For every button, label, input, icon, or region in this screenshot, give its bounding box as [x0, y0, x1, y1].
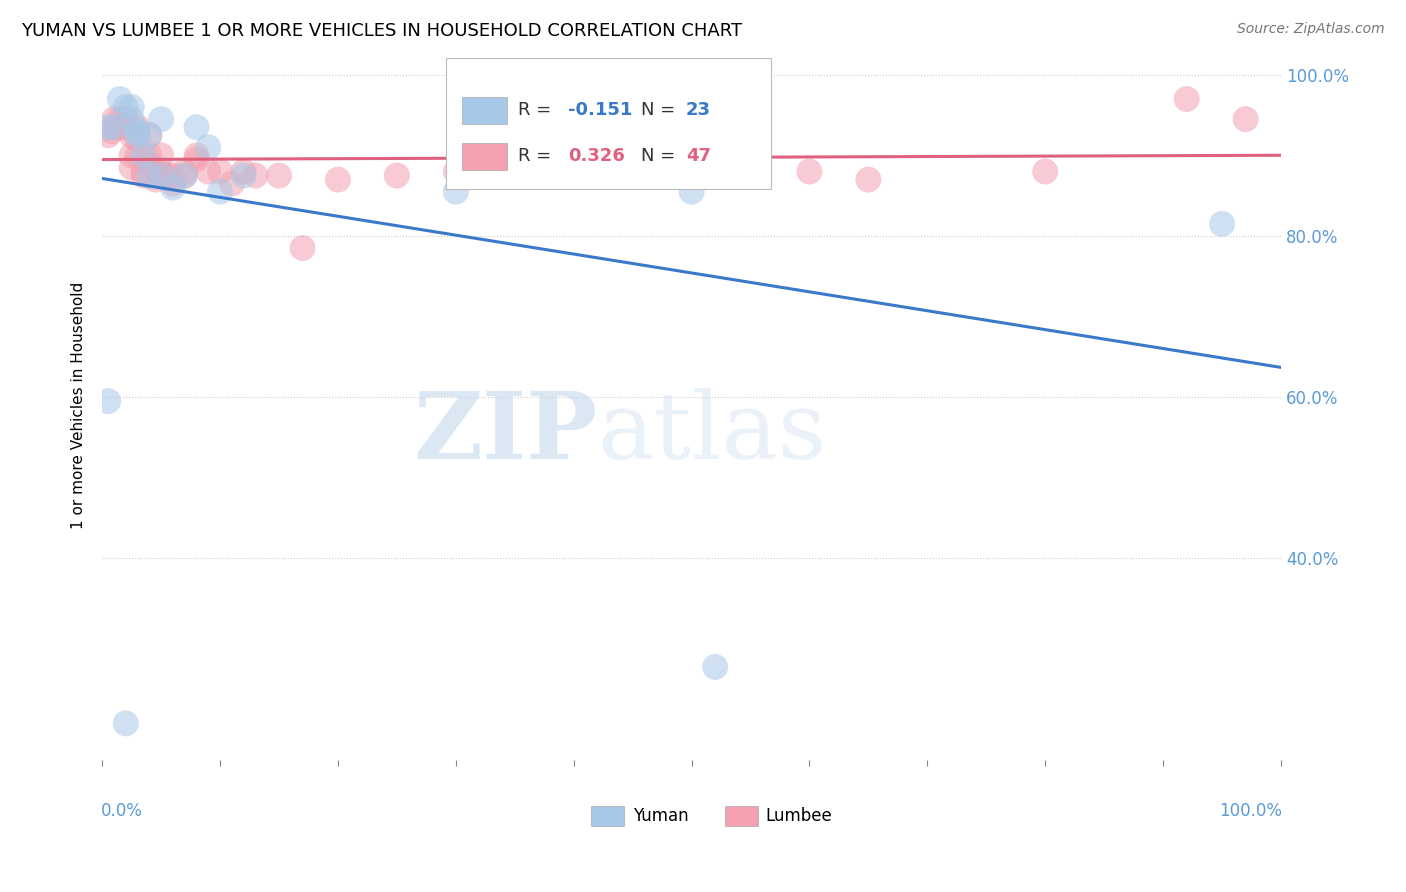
FancyBboxPatch shape	[724, 805, 758, 825]
Point	[132, 169, 155, 183]
Text: 23: 23	[686, 101, 710, 120]
Point	[162, 169, 184, 183]
Text: -0.151: -0.151	[568, 101, 633, 120]
Point	[138, 169, 160, 183]
Text: atlas: atlas	[598, 389, 827, 478]
Point	[97, 394, 120, 409]
Point	[97, 120, 120, 135]
Point	[132, 148, 155, 162]
Text: R =: R =	[519, 147, 557, 165]
Point	[138, 156, 160, 170]
Point	[138, 128, 160, 143]
Point	[108, 120, 131, 135]
Point	[127, 124, 149, 138]
Point	[108, 112, 131, 127]
Point	[156, 169, 179, 183]
Text: R =: R =	[519, 101, 557, 120]
Point	[121, 161, 143, 175]
Point	[385, 169, 408, 183]
Y-axis label: 1 or more Vehicles in Household: 1 or more Vehicles in Household	[72, 282, 86, 529]
Point	[127, 132, 149, 146]
Point	[143, 172, 166, 186]
Point	[114, 716, 136, 731]
Point	[858, 172, 880, 186]
Point	[704, 660, 727, 674]
Text: ZIP: ZIP	[413, 389, 598, 478]
Point	[173, 169, 195, 183]
Point	[197, 164, 219, 178]
Point	[114, 100, 136, 114]
Point	[103, 120, 125, 135]
Point	[162, 177, 184, 191]
Point	[173, 164, 195, 178]
Point	[150, 112, 173, 127]
Point	[799, 164, 821, 178]
Point	[326, 172, 349, 186]
Point	[114, 120, 136, 135]
Text: Yuman: Yuman	[633, 806, 689, 824]
Point	[127, 148, 149, 162]
Point	[121, 148, 143, 162]
Point	[127, 128, 149, 143]
Text: N =: N =	[641, 101, 681, 120]
FancyBboxPatch shape	[461, 96, 506, 124]
Point	[121, 100, 143, 114]
Point	[150, 164, 173, 178]
Point	[209, 185, 232, 199]
Point	[1234, 112, 1257, 127]
Point	[221, 177, 243, 191]
Point	[245, 169, 267, 183]
Point	[444, 164, 467, 178]
Point	[197, 140, 219, 154]
Point	[127, 124, 149, 138]
Point	[186, 148, 208, 162]
Point	[267, 169, 290, 183]
Point	[1175, 92, 1198, 106]
Text: Lumbee: Lumbee	[766, 806, 832, 824]
Point	[150, 169, 173, 183]
Point	[1211, 217, 1233, 231]
Text: 0.0%: 0.0%	[101, 802, 143, 820]
FancyBboxPatch shape	[461, 143, 506, 169]
Text: 0.326: 0.326	[568, 147, 624, 165]
Point	[103, 112, 125, 127]
Point	[100, 124, 122, 138]
Point	[186, 120, 208, 135]
Point	[444, 185, 467, 199]
Text: 47: 47	[686, 147, 710, 165]
Point	[1033, 164, 1056, 178]
Point	[150, 148, 173, 162]
Point	[121, 128, 143, 143]
Point	[138, 148, 160, 162]
Point	[114, 112, 136, 127]
Point	[186, 153, 208, 167]
Text: N =: N =	[641, 147, 681, 165]
Point	[232, 164, 254, 178]
Point	[209, 164, 232, 178]
Point	[173, 169, 195, 183]
FancyBboxPatch shape	[447, 58, 770, 189]
FancyBboxPatch shape	[592, 805, 624, 825]
Text: Source: ZipAtlas.com: Source: ZipAtlas.com	[1237, 22, 1385, 37]
Point	[232, 169, 254, 183]
Point	[681, 185, 703, 199]
Point	[132, 164, 155, 178]
Point	[121, 112, 143, 127]
Point	[97, 128, 120, 143]
Point	[108, 92, 131, 106]
Point	[162, 180, 184, 194]
Point	[291, 241, 314, 255]
Point	[127, 120, 149, 135]
Point	[138, 128, 160, 143]
Point	[103, 120, 125, 135]
Point	[740, 169, 762, 183]
Point	[681, 153, 703, 167]
Text: 100.0%: 100.0%	[1219, 802, 1282, 820]
Point	[150, 169, 173, 183]
Text: YUMAN VS LUMBEE 1 OR MORE VEHICLES IN HOUSEHOLD CORRELATION CHART: YUMAN VS LUMBEE 1 OR MORE VEHICLES IN HO…	[21, 22, 742, 40]
